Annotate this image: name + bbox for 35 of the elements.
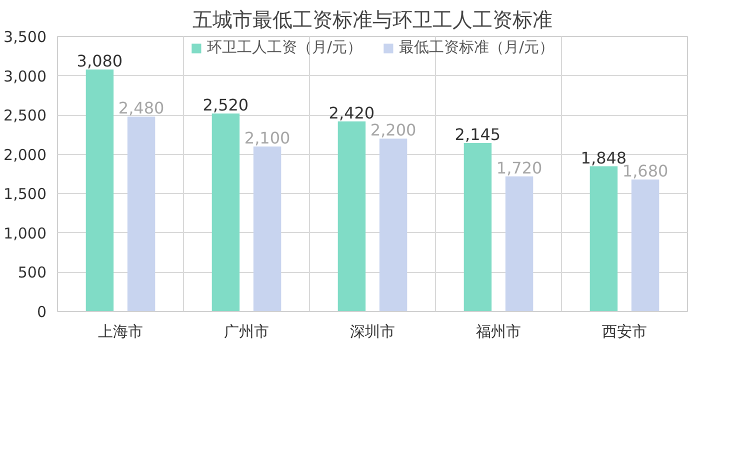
data-label: 2,200 [370, 120, 416, 140]
y-tick-label: 500 [18, 264, 47, 282]
bar [631, 180, 660, 312]
data-label: 1,720 [496, 158, 542, 178]
data-label: 2,100 [244, 128, 290, 148]
bar [127, 116, 156, 312]
x-tick-label: 西安市 [602, 322, 647, 340]
data-label: 2,420 [328, 103, 375, 122]
bar [505, 176, 534, 312]
legend-label: 最低工资标准（月/元） [399, 38, 554, 57]
bar [212, 114, 240, 312]
data-label: 3,080 [76, 52, 123, 70]
legend-label: 环卫工人工资（月/元） [206, 38, 362, 57]
bar [253, 146, 282, 312]
chart-title: 五城市最低工资标准与环卫工人工资标准 [192, 8, 552, 32]
y-tick-label: 3,500 [4, 28, 47, 46]
x-tick-label: 广州市 [224, 322, 269, 340]
bar [590, 166, 618, 312]
y-tick-label: 0 [36, 303, 47, 321]
y-tick-label: 2,500 [4, 106, 47, 125]
data-label: 1,848 [580, 148, 627, 168]
x-tick-label: 上海市 [98, 322, 143, 340]
bar [86, 70, 114, 312]
x-tick-label: 福州市 [476, 322, 521, 340]
y-tick-label: 3,000 [4, 67, 47, 86]
y-tick-label: 1,000 [4, 224, 47, 242]
y-tick-label: 2,000 [4, 146, 47, 164]
bar [464, 142, 492, 312]
x-tick-label: 深圳市 [350, 322, 395, 340]
y-tick-label: 1,500 [4, 185, 47, 204]
bar [379, 138, 408, 312]
data-label: 2,145 [454, 124, 501, 144]
bar [338, 121, 366, 312]
data-label: 2,480 [118, 98, 164, 118]
data-label: 2,520 [202, 96, 249, 114]
